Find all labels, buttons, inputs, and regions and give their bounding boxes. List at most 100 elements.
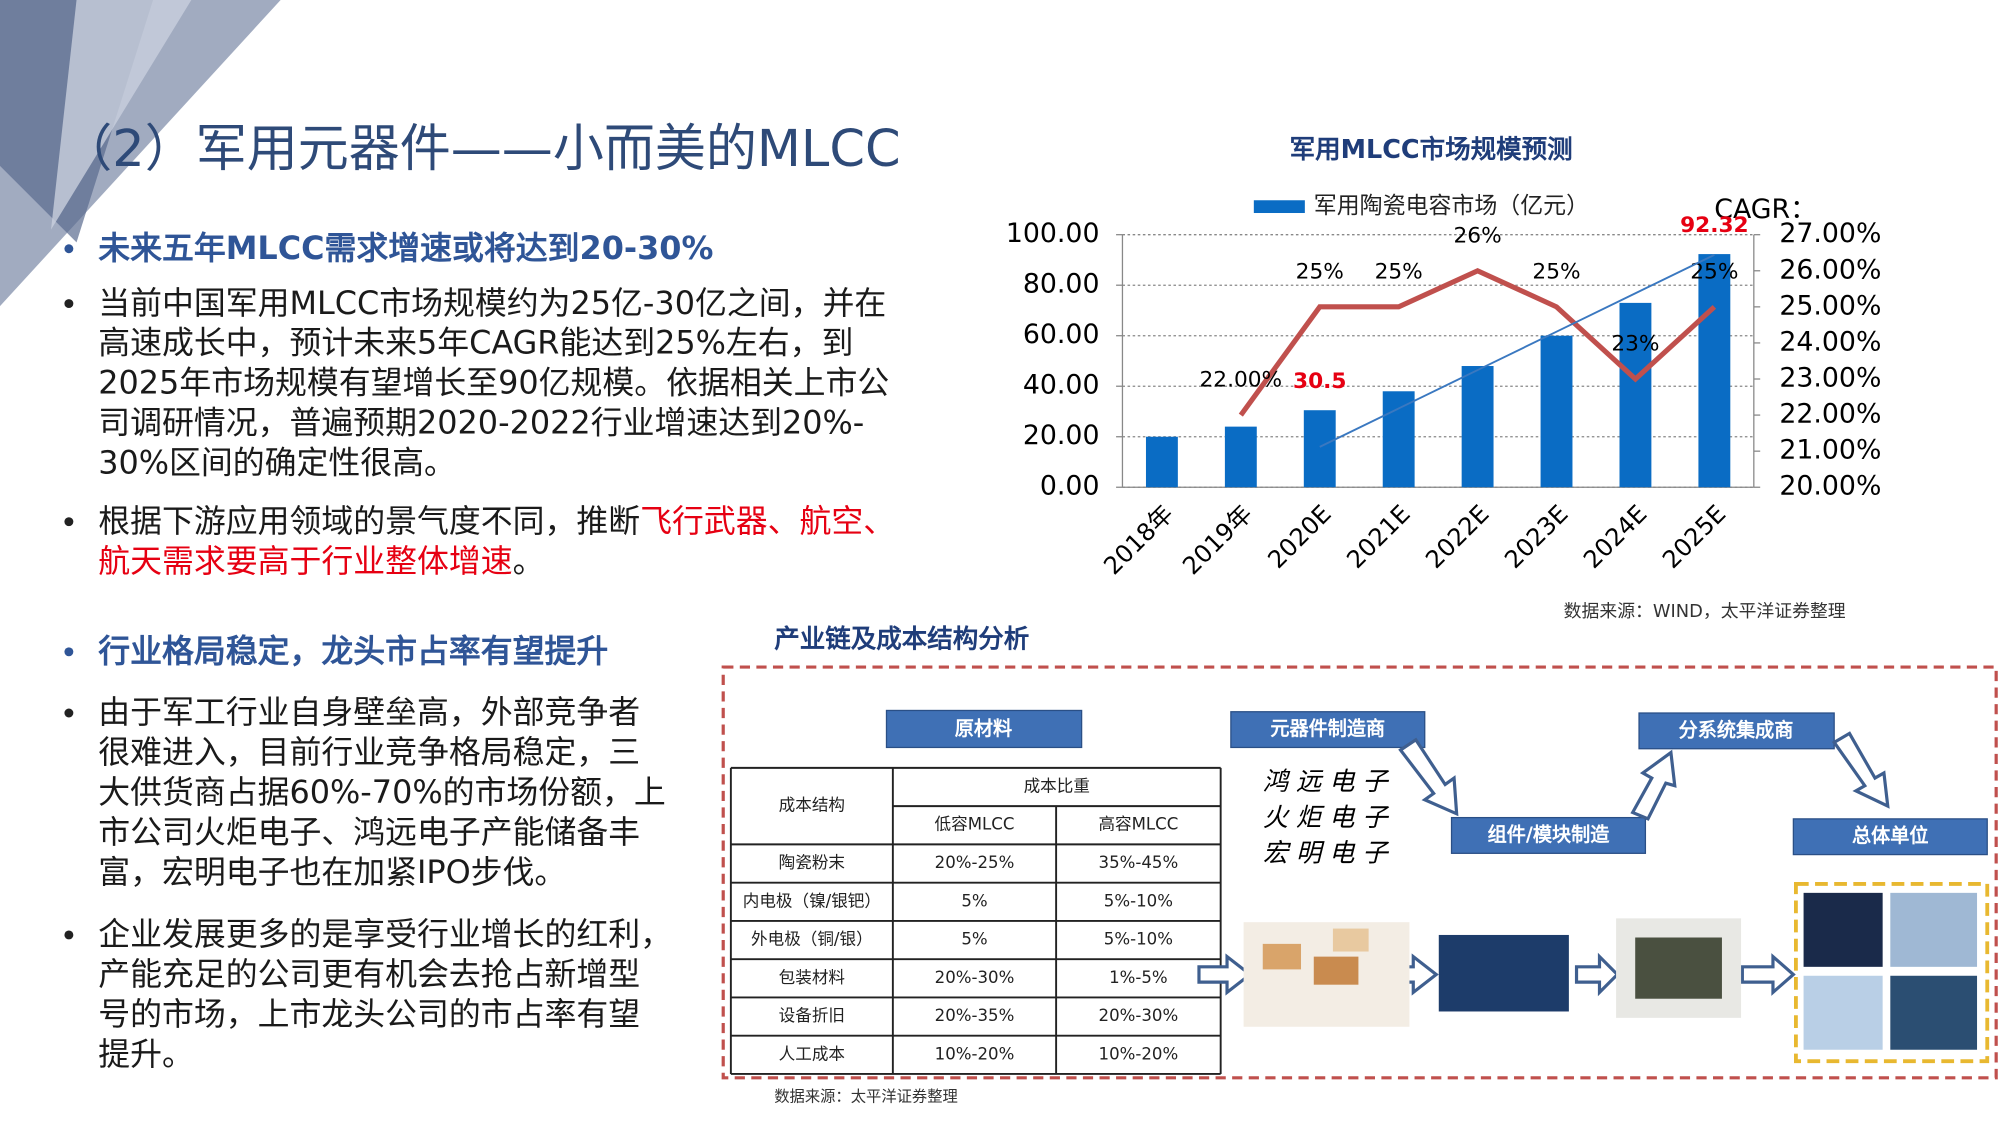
text-run: 大供货商占据60%-70%的市场份额，上	[98, 773, 666, 811]
table-cell: 陶瓷粉末	[779, 853, 846, 872]
table-cell: 35%-45%	[1099, 853, 1179, 872]
bar-value-label: 30.5	[1293, 369, 1346, 394]
company: 火炬电子	[1263, 803, 1396, 833]
text-run: 富，宏明电子也在加紧IPO步伐。	[98, 853, 566, 891]
chart-title: 军用MLCC市场规模预测	[1290, 135, 1573, 165]
image-jet	[1803, 975, 1883, 1050]
image-detail	[1262, 943, 1302, 970]
table-header: 高容MLCC	[1098, 815, 1178, 834]
legend-label: 军用陶瓷电容市场（亿元）	[1314, 193, 1589, 219]
arrow	[1574, 952, 1620, 997]
y-tick-label: 20.00	[1023, 420, 1100, 451]
table-header: 低容MLCC	[935, 815, 1015, 834]
text-run: 未来五年MLCC需求增速或将达到20-30%	[98, 229, 713, 267]
table-cell: 20%-30%	[935, 968, 1015, 987]
bullet-dot	[64, 930, 74, 940]
text-run: 企业发展更多的是享受行业增长的红利，	[98, 915, 672, 953]
bullet-dot	[64, 244, 74, 254]
box-label: 元器件制造商	[1270, 717, 1385, 740]
text-run: 行业格局稳定，龙头市占率有望提升	[98, 632, 608, 670]
x-tick-label: 2024E	[1578, 500, 1652, 574]
text-run: 。	[513, 542, 545, 580]
bullet-line: 由于军工行业自身壁垒高，外部竞争者	[98, 693, 640, 731]
box	[1450, 816, 1647, 854]
text-run: 当前中国军用MLCC市场规模约为25亿-30亿之间，并在	[98, 284, 886, 322]
bar	[1619, 302, 1652, 488]
bullet-line: 30%区间的确定性很高。	[98, 443, 456, 481]
table-cell: 5%-10%	[1104, 891, 1173, 910]
bar	[1145, 436, 1178, 488]
x-tick-label: 2019年	[1177, 500, 1258, 581]
bar-value-label: 92.32	[1680, 213, 1749, 238]
y2-tick-label: 23.00%	[1779, 363, 1881, 394]
text-run: 2025年市场规模有望增长至90亿规模。依据相关上市公	[98, 364, 889, 402]
line-value-label: 25%	[1532, 259, 1580, 284]
x-tick-label: 2025E	[1657, 500, 1731, 574]
bullet-line: 司调研情况，普遍预期2020-2022行业增速达到20%-	[98, 404, 864, 442]
text-run: 号的市场，上市龙头公司的市占率有望	[98, 995, 640, 1033]
y-tick-label: 0.00	[1040, 471, 1100, 502]
image-cockpit	[1890, 975, 1978, 1050]
chart-source: 数据来源：WIND，太平洋证券整理	[1564, 601, 1846, 622]
box	[1230, 711, 1426, 749]
arrow	[1398, 737, 1459, 817]
y-tick-label: 100.00	[1006, 218, 1100, 249]
bullets: 未来五年MLCC需求增速或将达到20-30% 当前中国军用MLCC市场规模约为25…	[64, 229, 895, 1073]
table-cell: 1%-5%	[1109, 968, 1168, 987]
table-cell: 10%-20%	[1099, 1044, 1179, 1063]
bar	[1382, 391, 1415, 488]
y2-tick-label: 27.00%	[1779, 218, 1881, 249]
bullet-heading: 行业格局稳定，龙头市占率有望提升	[98, 632, 608, 670]
bullet-line: 高速成长中，预计未来5年CAGR能达到25%左右，到	[98, 324, 853, 362]
bar	[1461, 366, 1494, 488]
y2-tick-label: 24.00%	[1779, 326, 1881, 357]
y-tick-label: 80.00	[1023, 269, 1100, 300]
bullet-line: 号的市场，上市龙头公司的市占率有望	[98, 995, 640, 1033]
bullet-line: 产能充足的公司更有机会去抢占新增型	[98, 955, 640, 993]
line-value-label: 25%	[1296, 259, 1344, 284]
bullet-dot	[64, 647, 74, 657]
x-tick-label: 2020E	[1263, 500, 1337, 574]
flow-diagram: 原材料 元器件制造商 组件/模块制造 分系统集成商 总体单位 鸿远电子 火炬电子…	[885, 709, 1990, 1064]
line-value-label: 23%	[1611, 332, 1659, 357]
x-tick-label: 2023E	[1499, 500, 1573, 574]
table-cell: 设备折旧	[779, 1006, 845, 1025]
table-header: 成本比重	[1024, 776, 1090, 795]
bar	[1224, 426, 1257, 488]
text-run: 航天需求要高于行业整体增速	[98, 542, 512, 580]
bullet-line: 富，宏明电子也在加紧IPO步伐。	[98, 853, 566, 891]
table-cell: 包装材料	[779, 968, 845, 987]
y2-tick-label: 25.00%	[1779, 290, 1881, 321]
y2-tick-label: 26.00%	[1779, 254, 1881, 285]
bar	[1540, 335, 1573, 488]
line-value-label: 26%	[1454, 223, 1502, 248]
y-tick-label: 60.00	[1023, 319, 1100, 350]
bullet-dot	[64, 299, 74, 309]
table-cell: 10%-20%	[935, 1044, 1015, 1063]
arrow	[1831, 731, 1890, 809]
slide-title: （2）军用元器件——小而美的MLCC	[61, 120, 900, 179]
text-run: 根据下游应用领域的景气度不同，推断	[98, 502, 640, 540]
cagr-line	[1238, 267, 1717, 417]
x-tick-label: 2021E	[1341, 500, 1415, 574]
bullet-heading: 未来五年MLCC需求增速或将达到20-30%	[98, 229, 713, 267]
section-title: 产业链及成本结构分析	[774, 624, 1029, 654]
image-board	[1438, 934, 1569, 1012]
bullet-dot	[64, 708, 74, 718]
bullet-line: 市公司火炬电子、鸿远电子产能储备丰	[98, 813, 640, 851]
arrow	[1740, 953, 1796, 996]
bullet-line: 很难进入，目前行业竞争格局稳定，三	[98, 733, 640, 771]
source: 数据来源：太平洋证券整理	[774, 1087, 958, 1105]
bullet-line: 大供货商占据60%-70%的市场份额，上	[98, 773, 666, 811]
bullet-line: 当前中国军用MLCC市场规模约为25亿-30亿之间，并在	[98, 284, 886, 322]
bullet-line: 航天需求要高于行业整体增速。	[98, 542, 544, 580]
image-detail	[1313, 956, 1359, 985]
y-tick-label: 40.00	[1023, 370, 1100, 401]
table-cell: 外电极（铜/银）	[751, 930, 873, 949]
arrow	[1630, 749, 1677, 821]
text-run: 飞行武器、航空、	[640, 502, 895, 540]
bullet-line: 提升。	[98, 1035, 194, 1073]
arrow	[1197, 953, 1253, 996]
